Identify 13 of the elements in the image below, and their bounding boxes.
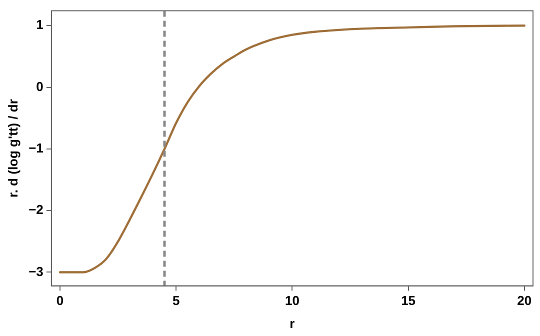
x-tick-label: 15 [401,293,416,308]
line-series [58,24,526,274]
y-tick-label: −2 [28,202,44,218]
y-tick-label: −1 [28,140,44,156]
x-tick-label: 20 [517,293,532,308]
y-axis-title: r. d (log g'tt) / dr [5,99,20,198]
y-tick-label: −3 [28,264,44,279]
x-tick-label: 10 [284,293,300,308]
x-tick-label: 0 [56,293,64,308]
y-tick-label: 0 [36,78,44,94]
x-tick-label: 5 [172,293,180,308]
x-axis-title: r [290,316,295,331]
y-tick-label: 1 [36,17,44,32]
